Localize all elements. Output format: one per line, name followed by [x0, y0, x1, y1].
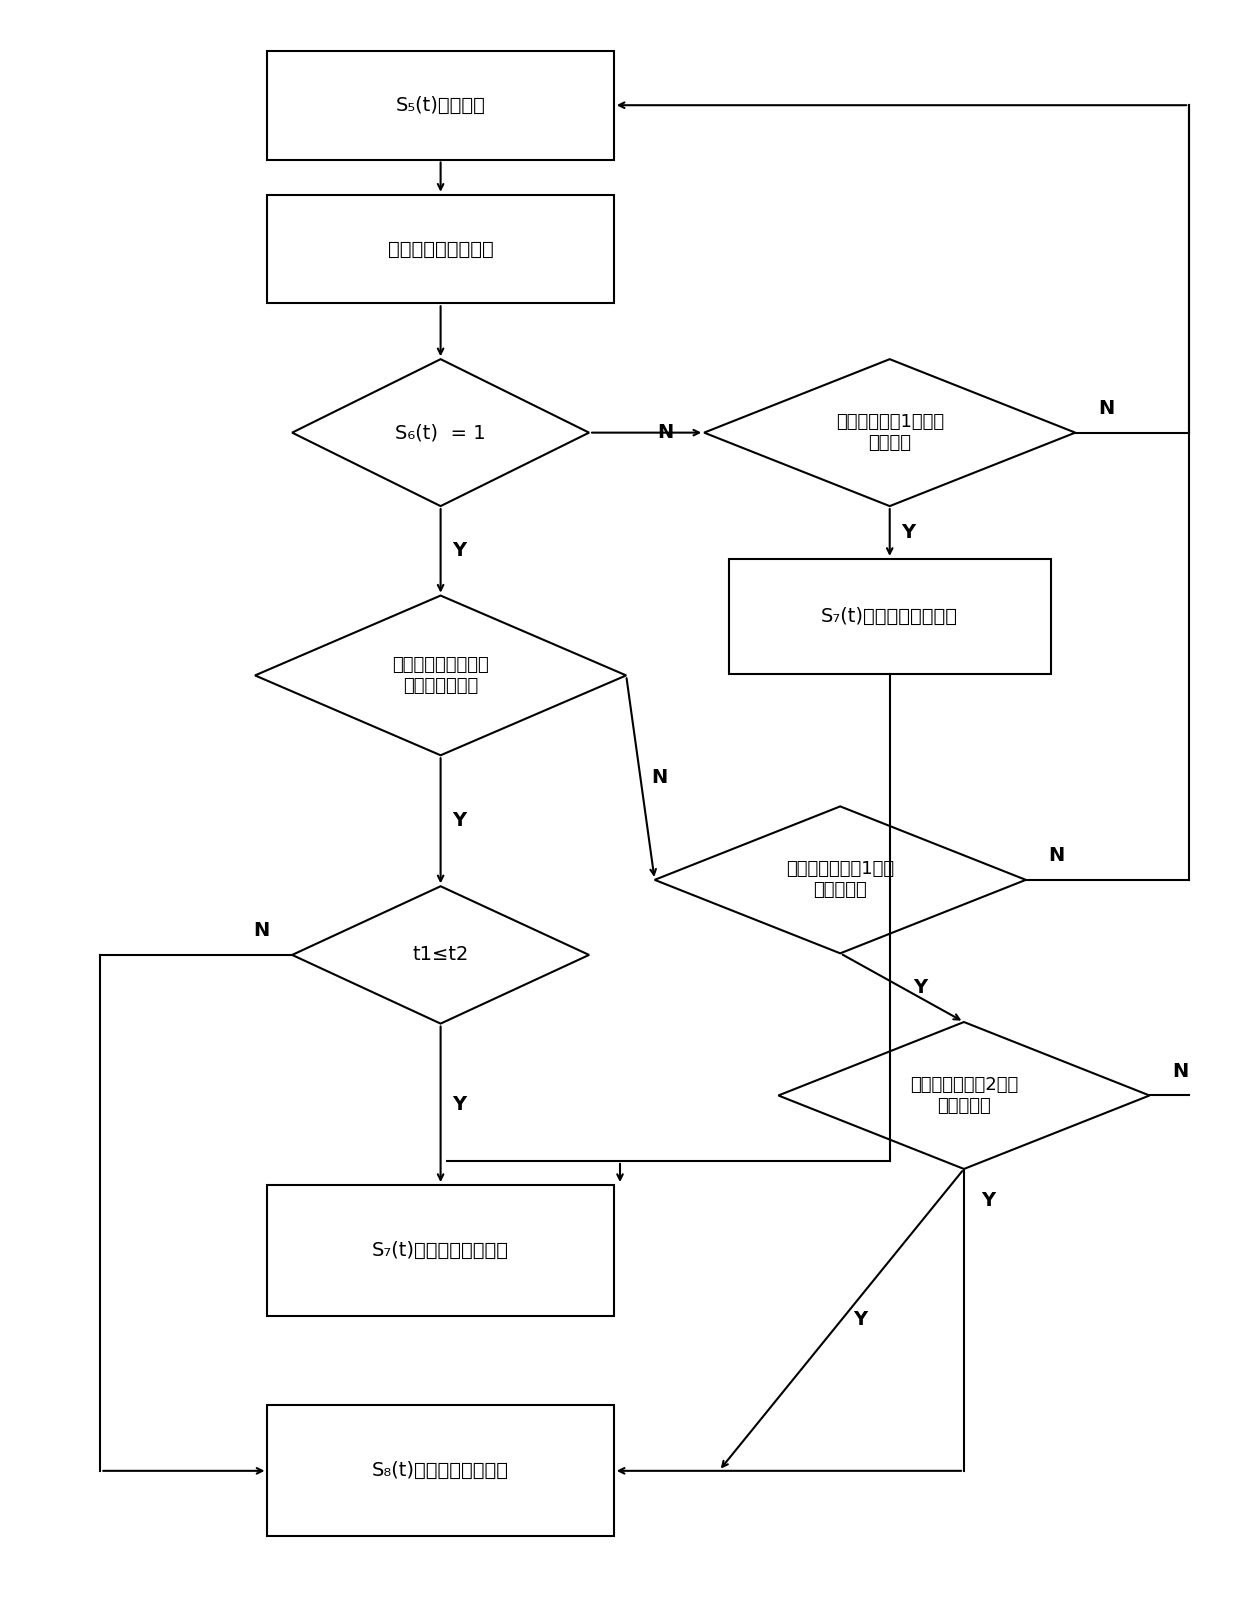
Text: S₅(t)置为有效: S₅(t)置为有效 [396, 96, 486, 115]
Polygon shape [255, 595, 626, 755]
Text: 等待进入预跟踪阶段: 等待进入预跟踪阶段 [388, 240, 494, 259]
Text: t1≤t2: t1≤t2 [413, 946, 469, 965]
Text: 仅搜索检测支路2出现
同步头峰值: 仅搜索检测支路2出现 同步头峰值 [910, 1077, 1018, 1115]
Text: S₇(t)作为真实信号支路: S₇(t)作为真实信号支路 [821, 606, 959, 626]
FancyBboxPatch shape [268, 1405, 614, 1536]
Text: N: N [1049, 846, 1065, 866]
Text: 仅搜索检测支路1出现
同步头峰值: 仅搜索检测支路1出现 同步头峰值 [786, 861, 894, 899]
Text: Y: Y [853, 1310, 867, 1330]
Text: Y: Y [453, 811, 466, 830]
Polygon shape [293, 358, 589, 506]
Text: N: N [253, 922, 269, 941]
Text: S₇(t)作为真实信号支路: S₇(t)作为真实信号支路 [372, 1242, 510, 1259]
Text: Y: Y [914, 978, 928, 997]
FancyBboxPatch shape [268, 51, 614, 160]
Text: N: N [657, 422, 673, 442]
Text: Y: Y [982, 1192, 996, 1211]
Text: Y: Y [453, 1094, 466, 1114]
Text: S₈(t)作为真实信号支路: S₈(t)作为真实信号支路 [372, 1461, 510, 1480]
Text: N: N [1172, 1062, 1189, 1082]
Polygon shape [704, 358, 1075, 506]
Polygon shape [655, 806, 1025, 954]
FancyBboxPatch shape [268, 195, 614, 304]
Text: Y: Y [901, 523, 915, 542]
Text: N: N [1099, 398, 1115, 418]
Text: 搜索检测支路1出现同
步头峰值: 搜索检测支路1出现同 步头峰值 [836, 413, 944, 453]
Polygon shape [779, 1022, 1149, 1170]
Text: Y: Y [453, 541, 466, 560]
Text: N: N [651, 768, 667, 787]
Text: 两个搜索检测支路均
出现同步头峰值: 两个搜索检测支路均 出现同步头峰值 [392, 656, 489, 694]
Text: S₆(t)  = 1: S₆(t) = 1 [396, 422, 486, 442]
FancyBboxPatch shape [729, 558, 1050, 674]
Polygon shape [293, 886, 589, 1024]
FancyBboxPatch shape [268, 1186, 614, 1315]
